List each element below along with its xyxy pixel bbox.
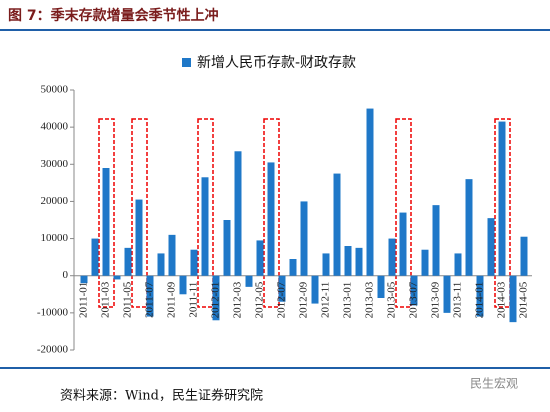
bar [267, 162, 275, 276]
y-tick-label: 40000 [41, 121, 69, 133]
x-tick-label: 2011-09 [166, 281, 178, 318]
x-tick-label: 2013-03 [364, 281, 376, 318]
x-tick-label: 2013-07 [408, 281, 420, 318]
bar [377, 275, 385, 298]
highlight-box [494, 118, 511, 308]
bar [157, 253, 165, 276]
bar [355, 247, 363, 276]
bar [520, 236, 528, 276]
y-tick-label: 0 [63, 269, 69, 281]
highlight-box [131, 118, 148, 308]
x-tick-label: 2012-03 [232, 281, 244, 318]
x-tick-label: 2012-11 [320, 282, 332, 318]
y-tick-label: -20000 [37, 344, 69, 356]
bar [498, 121, 506, 276]
x-tick-label: 2011-03 [100, 281, 112, 318]
bar [234, 151, 242, 276]
highlight-box [197, 118, 214, 308]
bar [421, 249, 429, 276]
x-tick-label: 2012-01 [210, 282, 222, 319]
y-tick-label: 50000 [41, 84, 69, 96]
bar [278, 275, 286, 302]
bar [245, 275, 253, 287]
bar [113, 275, 121, 280]
bar [432, 205, 440, 276]
highlight-box [98, 118, 115, 308]
x-tick-label: 2012-09 [298, 281, 310, 318]
y-tick-label: 30000 [41, 158, 69, 170]
bar [410, 275, 418, 306]
x-tick-label: 2014-01 [474, 282, 486, 319]
watermark: 民生宏观 [470, 376, 518, 391]
highlight-boxes [98, 118, 511, 308]
legend-label: 新增人民币存款-财政存款 [197, 55, 356, 71]
y-tick-label: 10000 [41, 232, 69, 244]
bar [454, 253, 462, 276]
bar [146, 275, 154, 317]
legend-swatch [182, 58, 191, 67]
bar [465, 179, 473, 276]
source: 资料来源：Wind，民生证券研究院 [60, 388, 263, 404]
bar [168, 234, 176, 276]
y-tick-label: 20000 [41, 195, 69, 207]
x-tick-label: 2013-11 [452, 282, 464, 318]
x-tick-label: 2011-07 [144, 281, 156, 318]
bar [476, 275, 484, 317]
bar [212, 275, 220, 321]
bar [300, 201, 308, 276]
x-tick-label: 2011-01 [78, 282, 90, 318]
bar [388, 238, 396, 276]
bar [91, 238, 99, 276]
x-tick-label: 2012-07 [276, 281, 288, 318]
x-tick-label: 2014-05 [518, 281, 530, 318]
bar [179, 275, 187, 295]
bar [443, 275, 451, 313]
x-tick-label: 2013-09 [430, 281, 442, 318]
x-tick-label: 2014-03 [496, 281, 508, 318]
bar [102, 168, 110, 276]
highlight-box [395, 118, 412, 308]
bar [256, 240, 264, 276]
y-tick-label: -10000 [37, 306, 69, 318]
bar [135, 199, 143, 276]
bar [190, 249, 198, 276]
bar [366, 108, 374, 276]
bar [509, 275, 517, 323]
bar [399, 212, 407, 276]
bar [322, 253, 330, 276]
bar [223, 220, 231, 276]
bar [487, 218, 495, 276]
x-tick-label: 2012-05 [254, 281, 266, 318]
bar [201, 177, 209, 276]
bar [124, 247, 132, 276]
bar [289, 259, 297, 276]
bar [344, 246, 352, 276]
highlight-box [263, 118, 280, 308]
bar [333, 173, 341, 276]
x-tick-label: 2011-11 [188, 282, 200, 318]
bar [80, 275, 88, 284]
x-tick-label: 2013-01 [342, 282, 354, 319]
x-tick-label: 2013-05 [386, 281, 398, 318]
chart-title: 图 7：季末存款增量会季节性上冲 [8, 7, 219, 24]
x-tick-label: 2011-05 [122, 281, 134, 318]
bar [311, 275, 319, 304]
